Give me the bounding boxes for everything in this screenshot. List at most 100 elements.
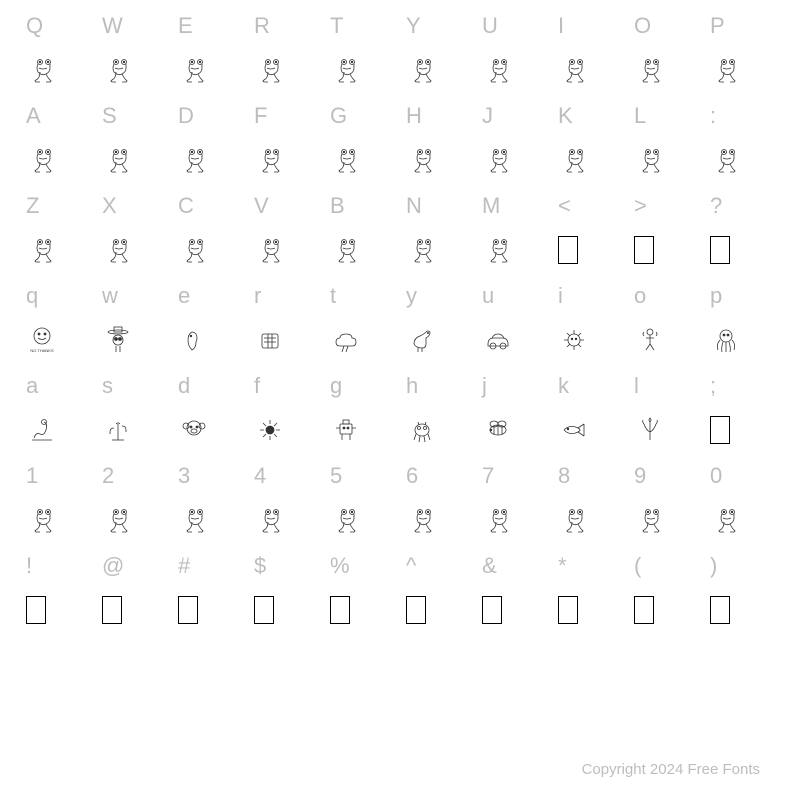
glyph-box [710, 406, 730, 454]
char-label: Z [26, 190, 39, 222]
char-label: F [254, 100, 267, 132]
glyph-frog [102, 136, 136, 184]
char-label: 8 [558, 460, 570, 492]
glyph-frog [482, 226, 516, 274]
glyph-car [482, 316, 514, 364]
glyph-coral [634, 406, 666, 454]
char-label: ? [710, 190, 722, 222]
char-cell: V [248, 190, 324, 280]
char-cell: q NO THANKS [20, 280, 96, 370]
glyph-monkey [178, 406, 210, 454]
glyph-dino [406, 316, 438, 364]
char-cell: j [476, 370, 552, 460]
char-cell: f [248, 370, 324, 460]
char-cell: @ [96, 550, 172, 640]
char-label: * [558, 550, 567, 582]
char-cell: < [552, 190, 628, 280]
char-cell: 2 [96, 460, 172, 550]
char-label: A [26, 100, 41, 132]
char-label: d [178, 370, 190, 402]
char-label: I [558, 10, 564, 42]
char-cell: i [552, 280, 628, 370]
char-label: # [178, 550, 190, 582]
char-cell: r [248, 280, 324, 370]
glyph-box [710, 586, 730, 634]
char-label: & [482, 550, 497, 582]
char-cell: ? [704, 190, 780, 280]
glyph-frog [178, 496, 212, 544]
glyph-hatman [102, 316, 134, 364]
char-cell: O [628, 10, 704, 100]
glyph-frog [254, 136, 288, 184]
glyph-fish [558, 406, 590, 454]
char-label: q [26, 280, 38, 312]
char-label: a [26, 370, 38, 402]
glyph-dancer [634, 316, 666, 364]
char-cell: X [96, 190, 172, 280]
char-cell: Y [400, 10, 476, 100]
char-cell: H [400, 100, 476, 190]
glyph-frog [710, 46, 744, 94]
char-label: 2 [102, 460, 114, 492]
glyph-robot [330, 406, 362, 454]
character-map-grid: Q W E R T [20, 10, 780, 640]
char-cell: ) [704, 550, 780, 640]
char-label: l [634, 370, 639, 402]
char-label: 1 [26, 460, 38, 492]
char-label: h [406, 370, 418, 402]
char-cell: U [476, 10, 552, 100]
char-cell: a [20, 370, 96, 460]
glyph-frog [482, 136, 516, 184]
char-cell: D [172, 100, 248, 190]
glyph-box [634, 586, 654, 634]
char-label: D [178, 100, 194, 132]
glyph-block [254, 316, 286, 364]
glyph-frog [178, 46, 212, 94]
char-label: V [254, 190, 269, 222]
char-label: K [558, 100, 573, 132]
glyph-frog [102, 496, 136, 544]
glyph-lion [558, 316, 590, 364]
glyph-frog [254, 46, 288, 94]
char-label: 6 [406, 460, 418, 492]
char-label: g [330, 370, 342, 402]
char-cell: s [96, 370, 172, 460]
char-cell: 6 [400, 460, 476, 550]
char-cell: R [248, 10, 324, 100]
char-label: @ [102, 550, 124, 582]
char-cell: # [172, 550, 248, 640]
char-label: w [102, 280, 118, 312]
glyph-frog [406, 136, 440, 184]
char-cell: & [476, 550, 552, 640]
char-cell: A [20, 100, 96, 190]
char-label: < [558, 190, 571, 222]
glyph-ghost [178, 316, 210, 364]
char-label: 9 [634, 460, 646, 492]
char-label: U [482, 10, 498, 42]
glyph-frog [634, 136, 668, 184]
char-label: T [330, 10, 343, 42]
glyph-worm [26, 406, 58, 454]
char-label: Q [26, 10, 43, 42]
glyph-box [710, 226, 730, 274]
char-cell: ^ [400, 550, 476, 640]
char-label: E [178, 10, 193, 42]
char-label: G [330, 100, 347, 132]
char-label: ( [634, 550, 641, 582]
char-cell: : [704, 100, 780, 190]
char-label: o [634, 280, 646, 312]
glyph-frog [406, 226, 440, 274]
char-cell: u [476, 280, 552, 370]
glyph-box [254, 586, 274, 634]
glyph-cactus [102, 406, 134, 454]
char-cell: S [96, 100, 172, 190]
glyph-creature [406, 406, 438, 454]
char-cell: p [704, 280, 780, 370]
char-label: ) [710, 550, 717, 582]
char-label: H [406, 100, 422, 132]
glyph-frog [26, 136, 60, 184]
char-cell: d [172, 370, 248, 460]
char-cell: w [96, 280, 172, 370]
glyph-frog [330, 46, 364, 94]
char-cell: Q [20, 10, 96, 100]
